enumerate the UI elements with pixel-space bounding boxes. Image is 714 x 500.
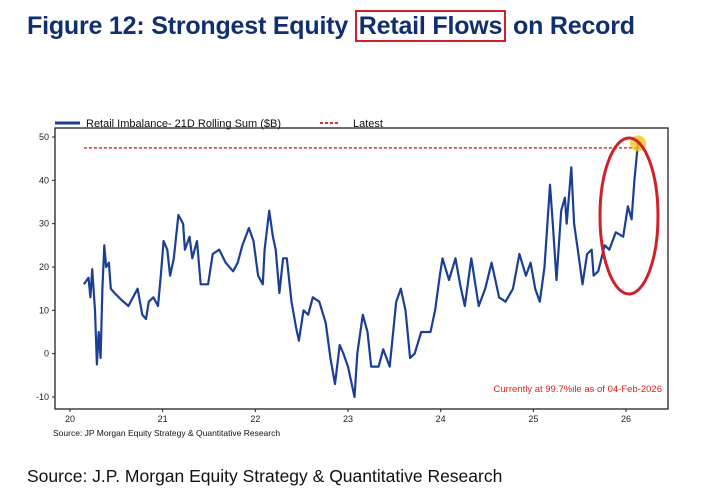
highlight-ellipse [598, 136, 660, 296]
legend-series-label: Retail Imbalance- 21D Rolling Sum ($B) [86, 118, 281, 130]
page-title: Figure 12: Strongest Equity Retail Flows… [27, 4, 707, 48]
percentile-annotation: Currently at 99.7%ile as of 04-Feb-2026 [494, 384, 662, 395]
legend-latest-label: Latest [353, 118, 383, 130]
x-tick-label: 26 [621, 414, 631, 424]
title-suffix: on Record [506, 12, 635, 40]
retail-imbalance-line [83, 141, 640, 399]
y-tick-label: 50 [39, 132, 49, 142]
x-tick-label: 25 [528, 414, 538, 424]
y-tick-label: 0 [44, 349, 49, 359]
chart-source: Source: JP Morgan Equity Strategy & Quan… [53, 428, 280, 438]
y-tick-label: 30 [39, 219, 49, 229]
x-tick-label: 23 [343, 414, 353, 424]
source-footer: Source: J.P. Morgan Equity Strategy & Qu… [27, 466, 503, 486]
title-prefix: Figure 12: Strongest Equity [27, 12, 355, 40]
x-tick-label: 22 [250, 414, 260, 424]
plot-frame [54, 127, 669, 410]
y-tick-label: 20 [39, 262, 49, 272]
x-tick-label: 21 [158, 414, 168, 424]
y-tick-label: -10 [36, 392, 49, 402]
title-highlight-box: Retail Flows [354, 10, 507, 42]
x-tick-label: 24 [436, 414, 446, 424]
y-tick-label: 40 [39, 175, 49, 185]
y-tick-label: 10 [39, 305, 49, 315]
x-tick-label: 20 [65, 414, 75, 424]
